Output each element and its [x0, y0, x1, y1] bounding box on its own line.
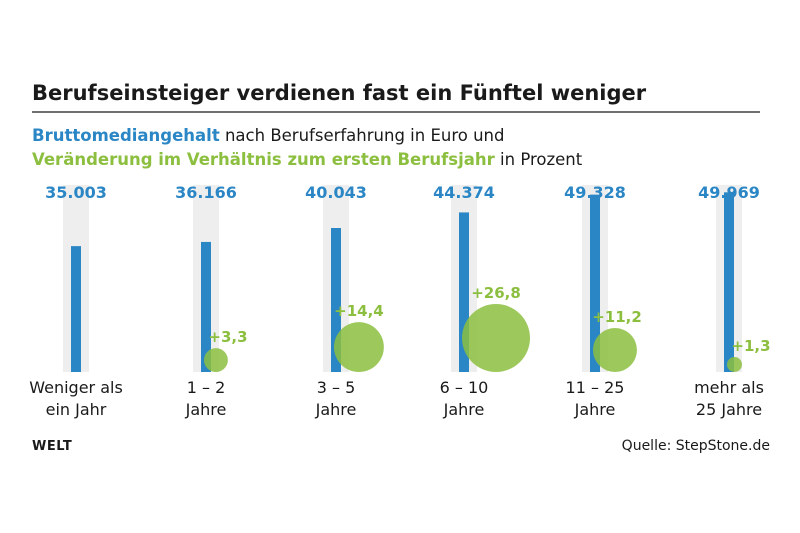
category-label: 25 Jahre: [696, 400, 762, 419]
category-label: Jahre: [443, 400, 485, 419]
subtitle-rest-2: in Prozent: [495, 150, 583, 169]
category-label: mehr als: [694, 378, 764, 397]
subtitle-highlight-salary: Bruttomediangehalt: [32, 126, 220, 145]
salary-bar: [459, 212, 469, 372]
category-label: 6 – 10: [440, 378, 489, 397]
salary-value-label: 35.003: [45, 183, 107, 202]
change-bubble: [727, 357, 742, 372]
category-label: 11 – 25: [566, 378, 625, 397]
subtitle-line-2: Veränderung im Verhältnis zum ersten Ber…: [32, 150, 583, 169]
salary-bar: [71, 246, 81, 372]
salary-value-label: 40.043: [305, 183, 367, 202]
welt-logo: WELT: [32, 439, 72, 454]
category-label: Jahre: [574, 400, 616, 419]
salary-value-label: 49.328: [564, 183, 626, 202]
change-value-label: +3,3: [208, 328, 247, 346]
category-label: 3 – 5: [317, 378, 356, 397]
salary-bar: [724, 192, 734, 372]
salary-value-label: 36.166: [175, 183, 237, 202]
change-bubble: [204, 348, 228, 373]
change-value-label: +26,8: [471, 284, 521, 302]
subtitle-line-1: Bruttomediangehalt nach Berufserfahrung …: [32, 126, 505, 145]
salary-bar: [331, 227, 341, 372]
change-value-label: +1,3: [731, 337, 770, 355]
salary-value-label: 49.969: [698, 183, 760, 202]
category-label: Jahre: [315, 400, 357, 419]
salary-bar: [590, 194, 600, 372]
change-bubble: [462, 304, 530, 372]
change-value-label: +14,4: [334, 302, 384, 320]
subtitle-highlight-change: Veränderung im Verhältnis zum ersten Ber…: [32, 150, 496, 169]
change-bubble: [334, 322, 384, 372]
plot-area: 35.003 Weniger als ein Jahr 36.166 +3,3 1 – 2…: [29, 183, 770, 419]
category-label: 1 – 2: [187, 378, 226, 397]
salary-bar: [201, 241, 211, 372]
change-bubble: [593, 328, 637, 372]
salary-value-label: 44.374: [433, 183, 495, 202]
source-note: Quelle: StepStone.de: [622, 438, 770, 454]
category-label: ein Jahr: [46, 400, 107, 419]
change-value-label: +11,2: [592, 308, 642, 326]
category-label: Weniger als: [29, 378, 123, 397]
subtitle-rest-1: nach Berufserfahrung in Euro und: [220, 126, 505, 145]
category-label: Jahre: [185, 400, 227, 419]
chart-title: Berufseinsteiger verdienen fast ein Fünf…: [32, 81, 647, 105]
